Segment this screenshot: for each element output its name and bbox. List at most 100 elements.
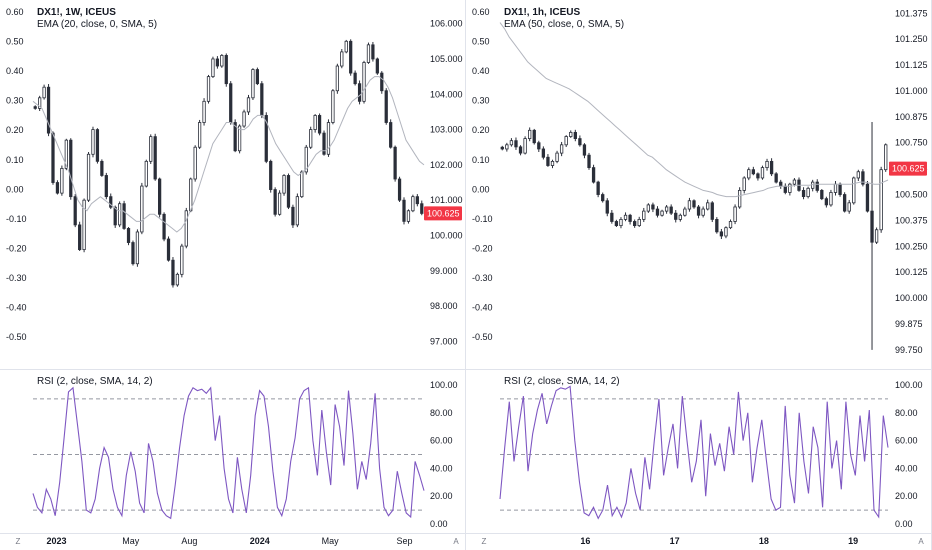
right-axis-tick-label: 100.375 (895, 215, 928, 225)
candle-body (646, 204, 651, 212)
chart-title: DX1!, 1W, ICEUS (37, 7, 116, 18)
candle-body (537, 142, 541, 150)
candle-body (277, 192, 282, 215)
left-axis-tick-label: -0.30 (6, 273, 27, 283)
candle-body (546, 156, 550, 166)
candle-body (824, 198, 829, 206)
candle-body (242, 111, 246, 127)
auto-scale-button[interactable]: A (918, 537, 924, 546)
candle-body (514, 140, 518, 148)
rsi-axis-tick-label: 40.00 (895, 463, 918, 473)
candle-body (42, 86, 46, 99)
candle-body (184, 210, 188, 247)
rsi-axis-tick-label: 20.00 (430, 491, 453, 501)
left-axis-tick-label: 0.60 (472, 7, 490, 17)
candle-body (792, 179, 797, 185)
candle-body (610, 212, 614, 222)
candle-body (619, 219, 623, 227)
rsi-indicator-label: RSI (2, close, SMA, 14, 2) (504, 376, 620, 387)
time-axis-label: 17 (670, 536, 680, 546)
left-axis-tick-label: 0.30 (472, 96, 490, 106)
candle-body (806, 187, 810, 198)
candle-body (86, 153, 91, 201)
last-price-label: 100.625 (427, 208, 460, 218)
candle-body (322, 132, 326, 155)
candle-body (765, 160, 769, 169)
candle-body (669, 206, 673, 214)
candle-body (865, 183, 870, 212)
candle-body (655, 208, 660, 216)
left-axis-tick-label: -0.50 (6, 332, 27, 342)
time-axis-label: 18 (759, 536, 769, 546)
right-axis-tick-label: 99.000 (430, 266, 458, 276)
left-axis-tick-label: 0.10 (6, 155, 24, 165)
chart-title: DX1!, 1h, ICEUS (504, 7, 580, 18)
candle-body (664, 206, 669, 212)
candle-body (282, 175, 286, 194)
candle-body (710, 202, 714, 220)
candle-body (614, 221, 619, 227)
candle-body (91, 129, 95, 155)
last-price-label: 100.625 (892, 164, 925, 174)
candle-body (131, 242, 135, 265)
zoom-reset-icon[interactable]: Z (16, 537, 21, 546)
ema-indicator-label: EMA (20, close, 0, SMA, 5) (37, 19, 157, 30)
rsi-axis-tick-label: 60.00 (430, 436, 453, 446)
candle-body (162, 213, 166, 240)
candle-body (518, 146, 523, 154)
candle-body (591, 167, 596, 183)
candle-body (601, 194, 605, 202)
candle-body (357, 83, 362, 102)
candle-body (349, 40, 353, 74)
right-axis-tick-label: 102.000 (430, 160, 463, 170)
left-axis-tick-label: 0.00 (472, 184, 490, 194)
right-axis-tick-label: 100.000 (895, 293, 928, 303)
candle-body (251, 69, 255, 99)
candle-body (564, 136, 568, 146)
candle-body (109, 196, 113, 208)
candle-body (55, 182, 60, 194)
time-axis-label: May (322, 536, 340, 546)
left-axis-tick-label: 0.50 (6, 36, 24, 46)
right-chart-panel[interactable]: 0.60 0.50 0.40 0.30 0.20 0.10 0.00 -0.10 -0.20 -0… (466, 0, 932, 550)
candle-body (113, 206, 117, 226)
candle-body (397, 178, 402, 201)
left-axis-tick-label: 0.10 (472, 155, 490, 165)
right-axis-tick-label: 100.875 (895, 112, 928, 122)
left-chart-panel[interactable]: 0.60 0.50 0.40 0.30 0.20 0.10 0.00 -0.10 -0.20 -0… (0, 0, 466, 550)
candle-body (220, 55, 224, 67)
candle-body (742, 177, 746, 191)
candle-body (295, 196, 299, 226)
right-axis-tick-label: 100.000 (430, 230, 463, 240)
candle-body (402, 199, 406, 222)
right-axis-tick-label: 101.000 (895, 86, 928, 96)
candle-body (202, 100, 206, 123)
candle-body (861, 171, 865, 185)
candle-body (135, 231, 140, 265)
left-axis-tick-label: 0.20 (6, 125, 24, 135)
left-axis-tick-label: 0.40 (6, 66, 24, 76)
candle-body (366, 44, 371, 63)
candle-body (769, 160, 774, 175)
candle-body (505, 144, 509, 150)
time-axis-label: May (122, 536, 140, 546)
right-axis-tick-label: 97.000 (430, 336, 458, 346)
right-axis-tick-label: 100.750 (895, 138, 928, 148)
left-axis-tick-label: 0.00 (6, 184, 24, 194)
candle-body (286, 175, 291, 208)
candle-body (528, 129, 532, 139)
right-axis-tick-label: 98.000 (430, 301, 458, 311)
candle-body (300, 171, 304, 198)
rsi-axis-tick-label: 100.00 (895, 380, 923, 390)
zoom-reset-icon[interactable]: Z (482, 537, 487, 546)
candle-body (380, 72, 384, 92)
candle-body (569, 131, 573, 137)
candle-body (389, 122, 393, 148)
candle-body (715, 219, 719, 233)
candle-body (747, 169, 751, 179)
right-axis-tick-label: 106.000 (430, 19, 463, 29)
candle-body (78, 224, 82, 251)
candle-body (153, 136, 157, 180)
left-axis-tick-label: -0.40 (6, 303, 27, 313)
auto-scale-button[interactable]: A (453, 537, 459, 546)
